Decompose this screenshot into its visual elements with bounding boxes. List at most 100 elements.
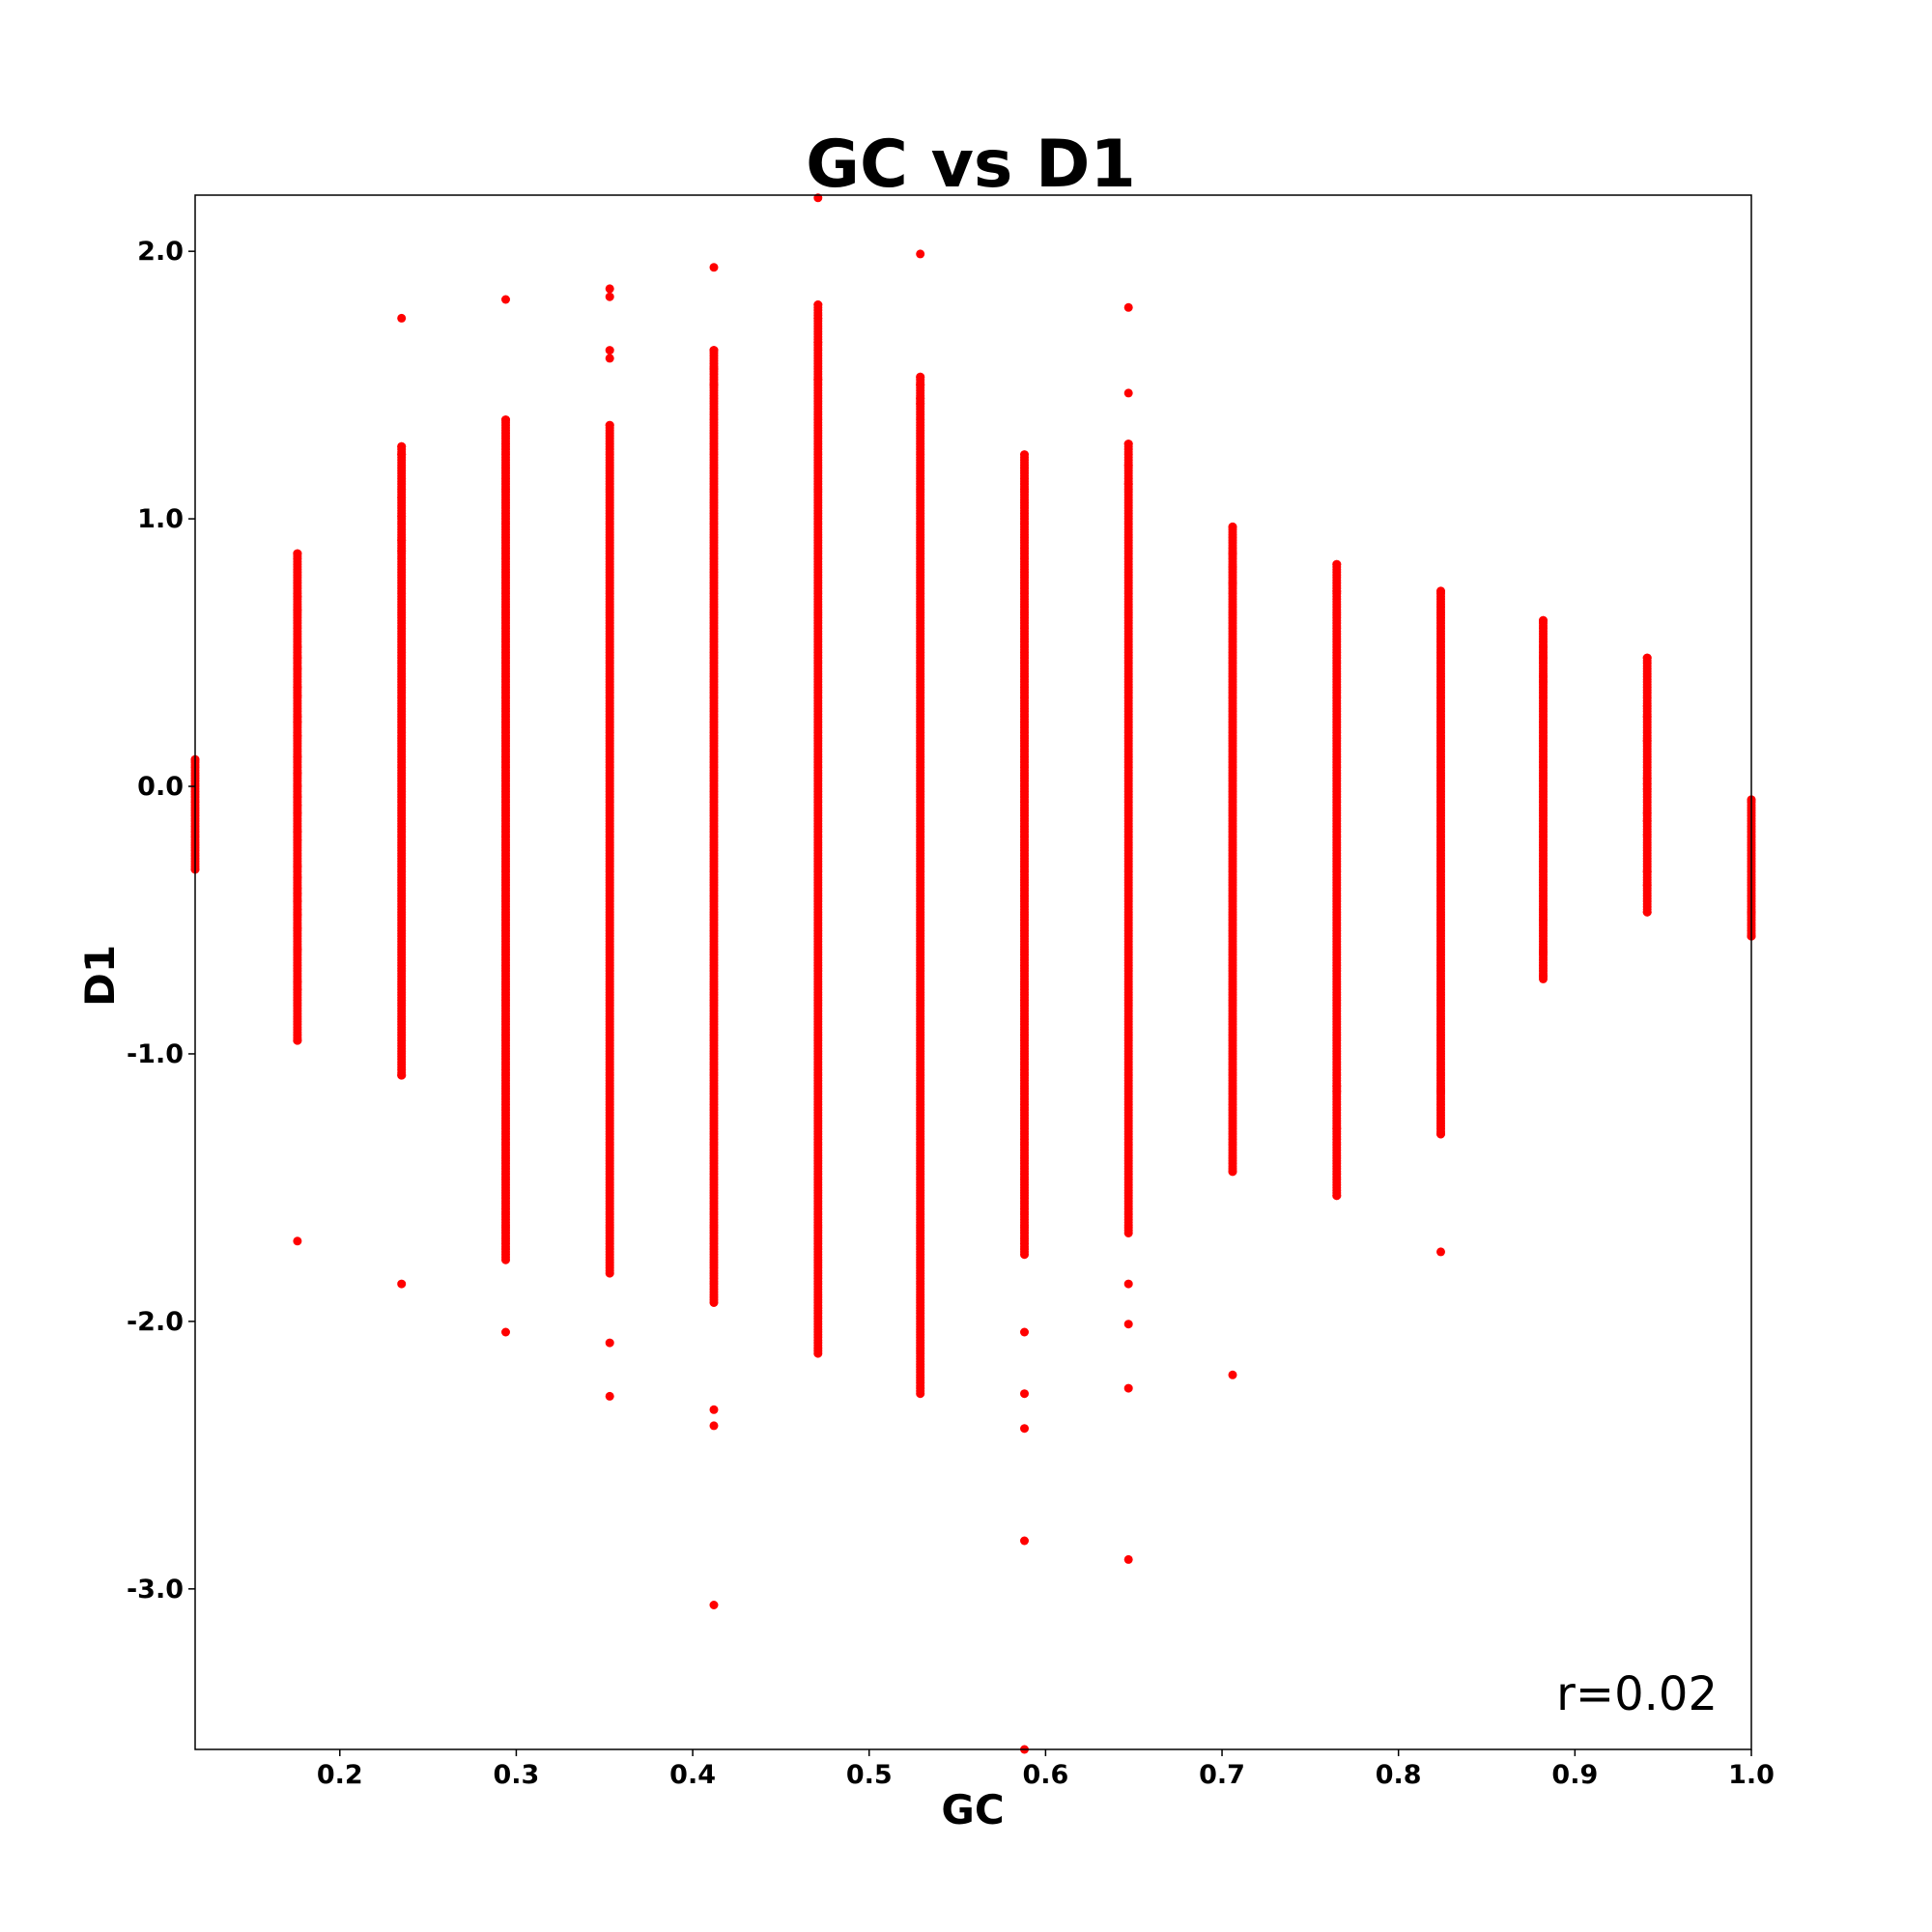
data-point — [709, 1421, 719, 1431]
data-point — [1228, 1370, 1237, 1379]
data-point — [501, 295, 510, 304]
data-point — [1642, 830, 1652, 839]
data-point — [1123, 479, 1133, 489]
data-point — [1228, 522, 1237, 531]
data-point — [813, 337, 823, 347]
data-point — [605, 346, 614, 355]
data-point — [293, 730, 302, 740]
data-point — [293, 862, 302, 871]
data-point — [1436, 586, 1445, 596]
data-point — [1539, 904, 1548, 914]
data-point — [293, 809, 302, 818]
data-point — [397, 535, 407, 545]
data-point — [1123, 1279, 1133, 1289]
data-point — [1642, 907, 1652, 917]
data-point — [293, 945, 302, 954]
data-point — [709, 346, 719, 355]
data-point — [293, 835, 302, 844]
data-point — [293, 664, 302, 673]
correlation-annotation: r=0.02 — [1556, 1667, 1718, 1721]
data-point — [1642, 809, 1652, 818]
data-point — [1123, 461, 1133, 470]
data-point — [293, 591, 302, 601]
data-point — [293, 889, 302, 898]
plot-frame — [195, 195, 1751, 1749]
data-point — [605, 292, 614, 301]
x-axis: 0.2 0.3 0.4 0.5 0.6 0.7 0.8 0.9 1.0 — [317, 1749, 1775, 1790]
x-tick-label: 0.2 — [317, 1760, 363, 1790]
data-point — [1539, 916, 1548, 924]
data-point — [293, 753, 302, 762]
data-point — [397, 1070, 407, 1080]
x-tick-label: 0.9 — [1551, 1760, 1598, 1790]
data-point — [293, 549, 302, 558]
y-axis-label: D1 — [76, 945, 124, 1007]
x-tick-label: 0.7 — [1199, 1760, 1245, 1790]
x-axis-label: GC — [941, 1786, 1004, 1833]
data-point — [293, 800, 302, 810]
data-point — [605, 1338, 614, 1348]
data-point — [293, 896, 302, 906]
data-point — [1539, 653, 1548, 663]
data-point — [605, 420, 614, 430]
data-point — [1020, 1389, 1029, 1399]
data-point — [1123, 302, 1133, 312]
data-point — [1332, 1124, 1342, 1133]
data-point — [501, 1327, 510, 1337]
data-point — [293, 718, 302, 727]
data-point — [916, 399, 925, 409]
y-axis: 2.0 1.0 0.0 -1.0 -2.0 -3.0 — [127, 237, 195, 1605]
x-tick-label: 0.4 — [669, 1760, 716, 1790]
data-point — [813, 300, 823, 309]
data-point — [1642, 736, 1652, 746]
x-tick-label: 0.6 — [1022, 1760, 1068, 1790]
data-point — [397, 313, 407, 323]
data-point — [397, 493, 407, 502]
data-point — [1332, 559, 1342, 569]
data-point — [397, 511, 407, 521]
data-point — [293, 985, 302, 994]
data-point — [709, 1405, 719, 1414]
data-point — [916, 372, 925, 382]
y-tick-label: -2.0 — [127, 1307, 184, 1337]
data-point — [1539, 642, 1548, 652]
data-point — [501, 415, 510, 425]
data-point — [293, 792, 302, 802]
data-point — [1642, 816, 1652, 826]
data-point — [293, 827, 302, 837]
data-point — [1020, 1536, 1029, 1546]
data-point — [813, 375, 823, 384]
data-point — [1332, 1087, 1342, 1096]
data-point — [1228, 579, 1237, 588]
data-point — [1228, 562, 1237, 572]
data-point — [1436, 1247, 1445, 1257]
chart-title: GC vs D1 — [806, 127, 1136, 203]
x-tick-label: 0.8 — [1376, 1760, 1422, 1790]
data-point — [293, 642, 302, 652]
data-point — [1123, 1383, 1133, 1393]
data-point — [293, 910, 302, 920]
x-tick-label: 0.3 — [494, 1760, 540, 1790]
data-point — [1020, 450, 1029, 460]
data-point — [397, 546, 407, 555]
x-tick-label: 1.0 — [1728, 1760, 1775, 1790]
data-point — [605, 284, 614, 294]
data-point — [1332, 1191, 1342, 1201]
data-point — [916, 381, 925, 390]
data-point — [709, 1601, 719, 1609]
data-point — [1436, 1129, 1445, 1139]
data-point — [293, 691, 302, 700]
data-point — [293, 1036, 302, 1045]
data-point — [1539, 948, 1548, 957]
data-point — [1123, 440, 1133, 449]
y-tick-label: -1.0 — [127, 1039, 184, 1069]
data-point — [293, 872, 302, 882]
data-point — [397, 441, 407, 451]
data-point — [293, 768, 302, 778]
data-point — [293, 977, 302, 986]
data-point — [1228, 549, 1237, 558]
data-point — [1228, 1167, 1237, 1177]
data-point — [1020, 1327, 1029, 1337]
data-point — [293, 605, 302, 614]
